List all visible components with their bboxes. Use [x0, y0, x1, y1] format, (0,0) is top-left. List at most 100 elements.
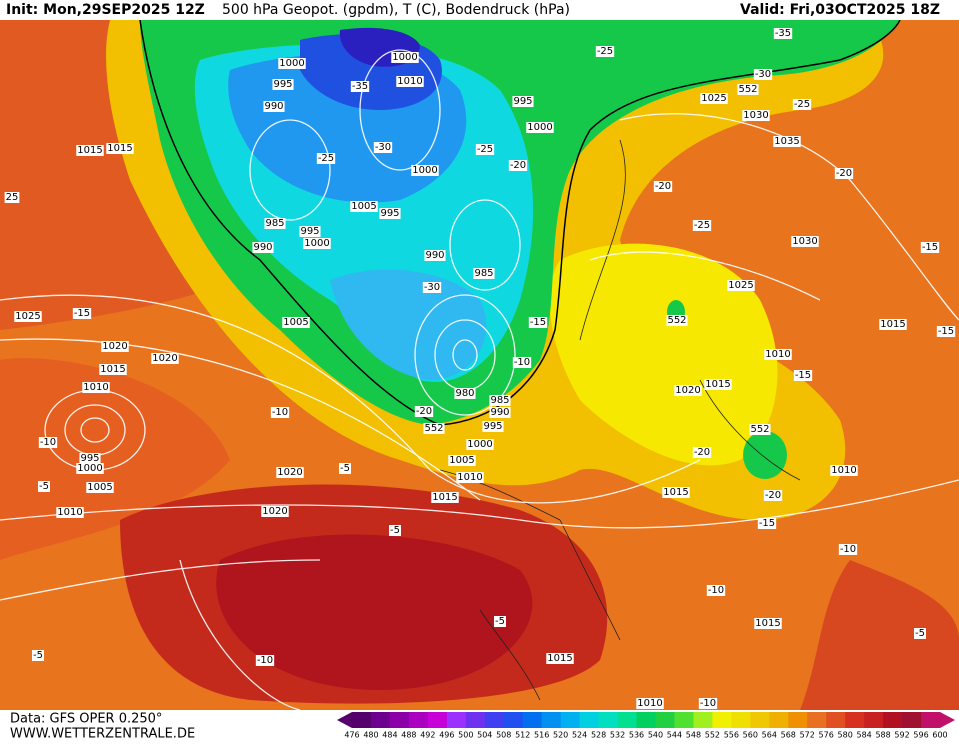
- map-label: 552: [737, 84, 759, 95]
- map-label-bg: [764, 349, 792, 360]
- map-label: -5: [494, 616, 506, 627]
- map-label-text: -10: [272, 407, 288, 418]
- colorbar-swatch: [503, 712, 524, 728]
- map-label-bg: [704, 379, 732, 390]
- map-label-bg: [101, 341, 129, 352]
- map: [0, 19, 959, 711]
- map-label-bg: [834, 168, 854, 179]
- map-label-bg: [753, 69, 773, 80]
- map-label-bg: [276, 467, 304, 478]
- colorbar-swatch: [636, 712, 656, 728]
- map-title: 500 hPa Geopot. (gpdm), T (C), Bodendruc…: [222, 2, 570, 18]
- map-label-text: -30: [424, 282, 440, 293]
- colorbar-swatch: [921, 712, 941, 728]
- colorbar-tick-label: 492: [420, 731, 435, 740]
- map-label-text: 1015: [432, 492, 457, 503]
- colorbar-swatch: [655, 712, 675, 728]
- colorbar-swatch: [750, 712, 770, 728]
- map-label: 552: [423, 423, 445, 434]
- colorbar-swatch: [769, 712, 789, 728]
- map-label-bg: [389, 525, 401, 536]
- map-label-bg: [473, 268, 495, 279]
- map-label-text: -20: [694, 447, 710, 458]
- colorbar-swatch: [674, 712, 694, 728]
- map-label-text: 1010: [831, 465, 856, 476]
- map-label-bg: [512, 96, 534, 107]
- map-label-text: 552: [738, 84, 757, 95]
- map-label-text: -15: [938, 326, 954, 337]
- colorbar-swatch: [693, 712, 713, 728]
- map-label-bg: [4, 192, 20, 203]
- map-label-bg: [411, 165, 439, 176]
- map-label-text: 552: [750, 424, 769, 435]
- map-label-text: 1000: [304, 238, 329, 249]
- colorbar-arrow-high: [940, 712, 955, 728]
- map-label-text: 990: [425, 250, 444, 261]
- map-label-text: -20: [510, 160, 526, 171]
- colorbar-swatch: [446, 712, 467, 728]
- map-label-bg: [763, 490, 783, 501]
- map-label-text: 552: [667, 315, 686, 326]
- map-label: -25: [475, 144, 495, 155]
- map-label-text: 1005: [351, 201, 376, 212]
- map-label: -30: [422, 282, 442, 293]
- map-label-text: 1010: [637, 698, 662, 709]
- map-label-text: -10: [708, 585, 724, 596]
- map-label-text: -35: [775, 28, 791, 39]
- map-label-text: 990: [253, 242, 272, 253]
- map-label: -20: [834, 168, 854, 179]
- map-label-text: -15: [922, 242, 938, 253]
- map-label-bg: [76, 463, 104, 474]
- colorbar-swatch: [352, 712, 372, 728]
- map-label-text: 1000: [392, 52, 417, 63]
- colorbar-tick-label: 596: [913, 731, 928, 740]
- map-label-text: 995: [513, 96, 532, 107]
- colorbar-swatch: [845, 712, 865, 728]
- map-label-bg: [299, 226, 321, 237]
- map-label-text: 1020: [675, 385, 700, 396]
- map-label-bg: [431, 492, 459, 503]
- map-label-text: -5: [495, 616, 505, 627]
- map-label: 1015: [99, 364, 127, 375]
- map-label: -5: [32, 650, 44, 661]
- colorbar-tick-label: 544: [667, 731, 682, 740]
- valid-time: Valid: Fri,03OCT2025 18Z: [740, 2, 940, 18]
- map-label: 1015: [662, 487, 690, 498]
- map-label: 1025: [700, 93, 728, 104]
- map-label-bg: [512, 357, 532, 368]
- map-label-text: 1015: [100, 364, 125, 375]
- map-label: 1000: [411, 165, 439, 176]
- map-label-bg: [749, 424, 771, 435]
- colorbar-tick-label: 524: [572, 731, 587, 740]
- colorbar-tick-label: 488: [401, 731, 416, 740]
- colorbar-swatch: [541, 712, 562, 728]
- map-label: 1015: [546, 653, 574, 664]
- map-label-text: -20: [836, 168, 852, 179]
- map-label: 1020: [151, 353, 179, 364]
- map-label-bg: [339, 463, 351, 474]
- map-label-bg: [830, 465, 858, 476]
- colorbar-tick-label: 512: [515, 731, 530, 740]
- map-label-bg: [350, 81, 370, 92]
- map-label: -15: [936, 326, 956, 337]
- map-label-bg: [422, 282, 442, 293]
- map-label-bg: [773, 28, 793, 39]
- map-label: 1000: [526, 122, 554, 133]
- map-label-bg: [32, 650, 44, 661]
- map-label: 990: [489, 407, 511, 418]
- colorbar-tick-label: 520: [553, 731, 568, 740]
- map-label: -30: [373, 142, 393, 153]
- map-label-text: 1015: [705, 379, 730, 390]
- map-label: 1005: [350, 201, 378, 212]
- map-label-text: 1010: [57, 507, 82, 518]
- map-label-bg: [773, 136, 801, 147]
- map-label-bg: [316, 153, 336, 164]
- map-label: 985: [264, 218, 286, 229]
- map-label-text: 1020: [152, 353, 177, 364]
- colorbar-tick-label: 556: [724, 731, 739, 740]
- map-label-bg: [76, 145, 104, 156]
- map-label-bg: [508, 160, 528, 171]
- map-label-text: 1010: [83, 382, 108, 393]
